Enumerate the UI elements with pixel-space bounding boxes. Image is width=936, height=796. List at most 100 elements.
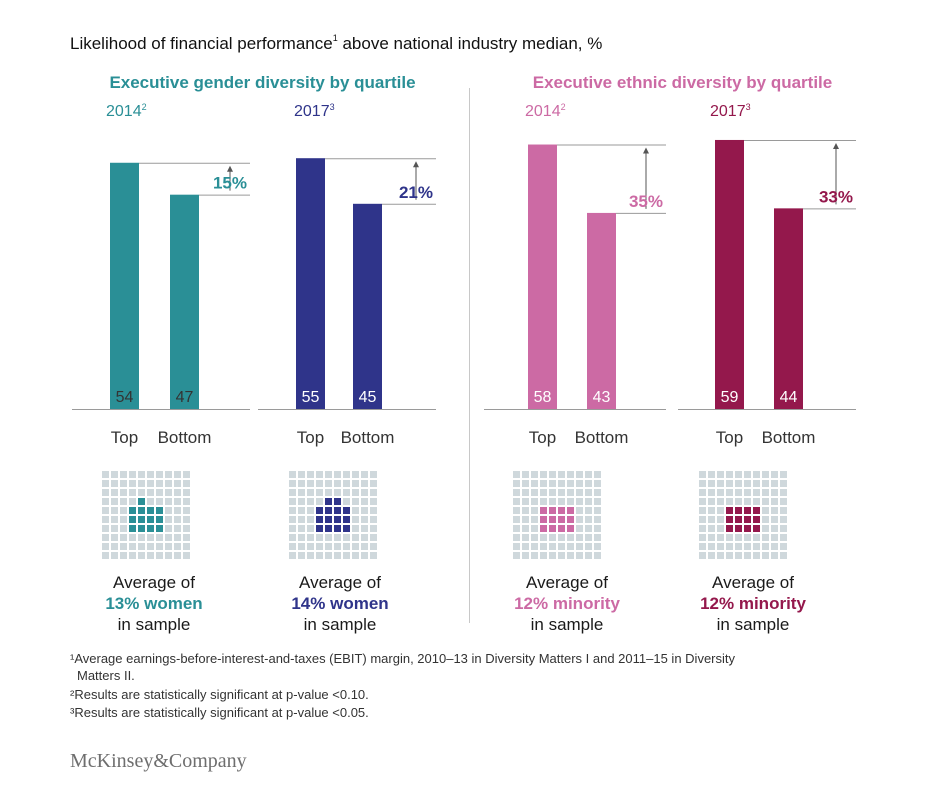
sample-square [726,498,733,505]
sample-square [147,552,154,559]
sample-square [343,489,350,496]
sample-square-highlight [540,525,547,532]
sample-square-highlight [316,516,323,523]
sample-square [102,516,109,523]
sample-square [174,489,181,496]
value-label-top: 59 [721,389,739,406]
caption-gender-2017: Average of 14% women in sample [291,573,389,634]
sample-square [762,516,769,523]
sample-square [298,498,305,505]
sample-square [558,552,565,559]
sample-square [183,498,190,505]
sample-square [102,489,109,496]
sample-square [780,543,787,550]
sample-square [753,552,760,559]
year-label-gender-2017: 20173 [294,102,335,120]
sample-square [576,489,583,496]
value-label-top: 58 [534,389,552,406]
sample-square [370,498,377,505]
sample-square [361,534,368,541]
arrow-head-icon [227,165,233,172]
sample-square [183,543,190,550]
sample-square [735,552,742,559]
sample-square-highlight [138,507,145,514]
sample-square [156,552,163,559]
sample-square [289,498,296,505]
sample-square [298,489,305,496]
value-label-bottom: 47 [176,389,194,406]
sample-square [540,471,547,478]
sample-square [111,507,118,514]
sample-square [558,498,565,505]
sample-square [370,489,377,496]
sample-square [120,489,127,496]
sample-square [717,507,724,514]
difference-label: 33% [819,187,853,206]
sample-square [129,534,136,541]
sample-square [594,543,601,550]
sample-square [699,480,706,487]
sample-square [298,543,305,550]
bar-bottom-quartile [170,194,199,409]
sample-square [717,552,724,559]
sample-square [316,471,323,478]
sample-square [352,552,359,559]
difference-label: 35% [629,192,663,211]
sample-square [576,543,583,550]
sample-square-highlight [744,525,751,532]
sample-square [708,471,715,478]
sample-square [540,543,547,550]
sample-square [717,480,724,487]
sample-square [771,480,778,487]
sample-square [174,507,181,514]
sample-square [183,525,190,532]
sample-square [352,498,359,505]
sample-square [183,516,190,523]
sample-square [298,552,305,559]
sample-square [111,525,118,532]
sample-square [370,552,377,559]
sample-square [549,534,556,541]
sample-square [361,516,368,523]
sample-square [307,534,314,541]
sample-square [585,525,592,532]
sample-square [522,507,529,514]
sample-square-highlight [540,507,547,514]
sample-square-highlight [343,525,350,532]
sample-square [147,498,154,505]
footnote-3: ³Results are statistically significant a… [70,705,369,720]
sample-square [699,543,706,550]
sample-square [156,471,163,478]
sample-square [726,480,733,487]
footnote-2: ²Results are statistically significant a… [70,687,369,702]
sample-square [594,534,601,541]
sample-square [165,534,172,541]
sample-square [726,489,733,496]
sample-square [549,480,556,487]
sample-square [298,525,305,532]
category-label: Top [529,428,556,447]
sample-square [183,552,190,559]
sample-square [522,516,529,523]
sample-square [585,471,592,478]
sample-square-highlight [343,507,350,514]
sample-square [307,507,314,514]
sample-square-highlight [156,516,163,523]
sample-square [298,507,305,514]
sample-square [558,489,565,496]
sample-square [343,498,350,505]
sample-square [165,543,172,550]
sample-square [307,480,314,487]
sample-square [361,525,368,532]
sample-square [129,480,136,487]
sample-square [343,552,350,559]
sample-square [316,489,323,496]
category-label: Top [111,428,138,447]
sample-square [576,516,583,523]
sample-square [325,552,332,559]
sample-square [780,534,787,541]
sample-square-highlight [129,507,136,514]
sample-square [111,543,118,550]
sample-square [567,498,574,505]
sample-square [289,480,296,487]
